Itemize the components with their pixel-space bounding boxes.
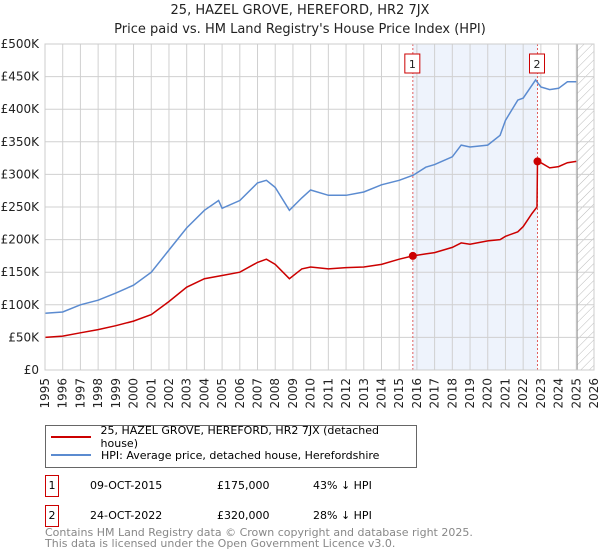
x-tick-label: 2005 bbox=[215, 378, 229, 409]
x-tick-label: 2018 bbox=[445, 378, 459, 409]
y-tick-label: £300K bbox=[1, 167, 41, 181]
x-tick-label: 2004 bbox=[197, 378, 211, 409]
transaction-price: £320,000 bbox=[217, 509, 270, 522]
x-tick-label: 2020 bbox=[481, 378, 495, 409]
annotation-label: 2 bbox=[534, 58, 541, 71]
x-tick-label: 2021 bbox=[498, 378, 512, 409]
x-tick-label: 2008 bbox=[268, 378, 282, 409]
x-tick-label: 2017 bbox=[428, 378, 442, 409]
legend-label: 25, HAZEL GROVE, HEREFORD, HR2 7JX (deta… bbox=[100, 424, 379, 450]
annotation-box bbox=[404, 53, 421, 74]
annotation-label: 1 bbox=[409, 58, 416, 71]
transaction-date: 24-OCT-2022 bbox=[90, 509, 163, 522]
transaction-hpi: 43% ↓ HPI bbox=[313, 479, 372, 492]
sale-point bbox=[408, 251, 417, 260]
footer: Contains HM Land Registry data © Crown c… bbox=[45, 527, 473, 549]
x-tick-label: 1999 bbox=[109, 378, 123, 409]
series-line bbox=[44, 160, 577, 339]
plot-frame bbox=[44, 43, 595, 371]
x-tick-label: 2001 bbox=[144, 378, 158, 409]
legend-swatch bbox=[51, 454, 91, 456]
x-tick-label: 2015 bbox=[392, 378, 406, 409]
x-tick-label: 2025 bbox=[569, 378, 583, 409]
x-tick-label: 2022 bbox=[516, 378, 530, 409]
transaction-date: 09-OCT-2015 bbox=[90, 479, 163, 492]
y-tick-label: £200K bbox=[1, 233, 41, 247]
legend-item-property: 25, HAZEL GROVE, HEREFORD, HR2 7JX (deta… bbox=[51, 424, 416, 450]
y-tick-label: £150K bbox=[1, 265, 41, 279]
x-tick-label: 2019 bbox=[463, 378, 477, 409]
x-tick-label: 2023 bbox=[534, 378, 548, 409]
footer-licence: This data is licensed under the Open Gov… bbox=[45, 537, 396, 550]
transaction-hpi: 28% ↓ HPI bbox=[313, 509, 372, 522]
legend-swatch bbox=[51, 436, 91, 438]
x-tick-label: 1995 bbox=[38, 378, 52, 409]
y-tick-label: £0 bbox=[24, 363, 39, 377]
x-tick-label: 2000 bbox=[127, 378, 141, 409]
legend-item-hpi: HPI: Average price, detached house, Here… bbox=[51, 447, 379, 463]
x-tick-label: 2014 bbox=[374, 378, 388, 409]
chart-plot: 1995 1996 1997 1998 1999 2000 2001 2002 2003 2004… bbox=[1, 37, 600, 409]
y-tick-label: £250K bbox=[1, 200, 41, 214]
sale-point bbox=[533, 157, 542, 166]
x-tick-label: 2002 bbox=[162, 378, 176, 409]
x-tick-label: 1998 bbox=[91, 378, 105, 409]
x-tick-label: 2003 bbox=[180, 378, 194, 409]
x-tick-label: 2016 bbox=[410, 378, 424, 409]
x-tick-label: 2011 bbox=[321, 378, 335, 409]
chart-title: 25, HAZEL GROVE, HEREFORD, HR2 7JX bbox=[170, 3, 430, 18]
x-tick-label: 2010 bbox=[304, 378, 318, 409]
annotation-box bbox=[529, 53, 546, 74]
series-line bbox=[44, 78, 577, 315]
x-tick-label: 2013 bbox=[357, 378, 371, 409]
y-tick-label: £450K bbox=[1, 70, 41, 84]
y-tick-label: £350K bbox=[1, 135, 41, 149]
y-tick-label: £100K bbox=[1, 298, 41, 312]
x-tick-label: 2024 bbox=[552, 378, 566, 409]
x-tick-label: 2006 bbox=[233, 378, 247, 409]
x-tick-label: 1997 bbox=[73, 378, 87, 409]
y-tick-label: £50K bbox=[8, 330, 40, 344]
legend-label: HPI: Average price, detached house, Here… bbox=[101, 448, 380, 462]
marker-badge: 2 bbox=[45, 505, 59, 527]
legend: 25, HAZEL GROVE, HEREFORD, HR2 7JX (deta… bbox=[45, 424, 417, 468]
y-tick-label: £400K bbox=[1, 102, 41, 116]
marker-badge: 1 bbox=[45, 475, 59, 497]
x-tick-label: 1996 bbox=[56, 378, 70, 409]
y-tick-label: £500K bbox=[1, 37, 41, 51]
x-tick-label: 2026 bbox=[587, 378, 600, 409]
transaction-price: £175,000 bbox=[217, 479, 270, 492]
footer-copyright: Contains HM Land Registry data © Crown c… bbox=[45, 526, 473, 539]
x-tick-label: 2009 bbox=[286, 378, 300, 409]
x-tick-label: 2007 bbox=[251, 378, 265, 409]
x-tick-label: 2012 bbox=[339, 378, 353, 409]
chart-subtitle: Price paid vs. HM Land Registry's House … bbox=[114, 22, 486, 37]
